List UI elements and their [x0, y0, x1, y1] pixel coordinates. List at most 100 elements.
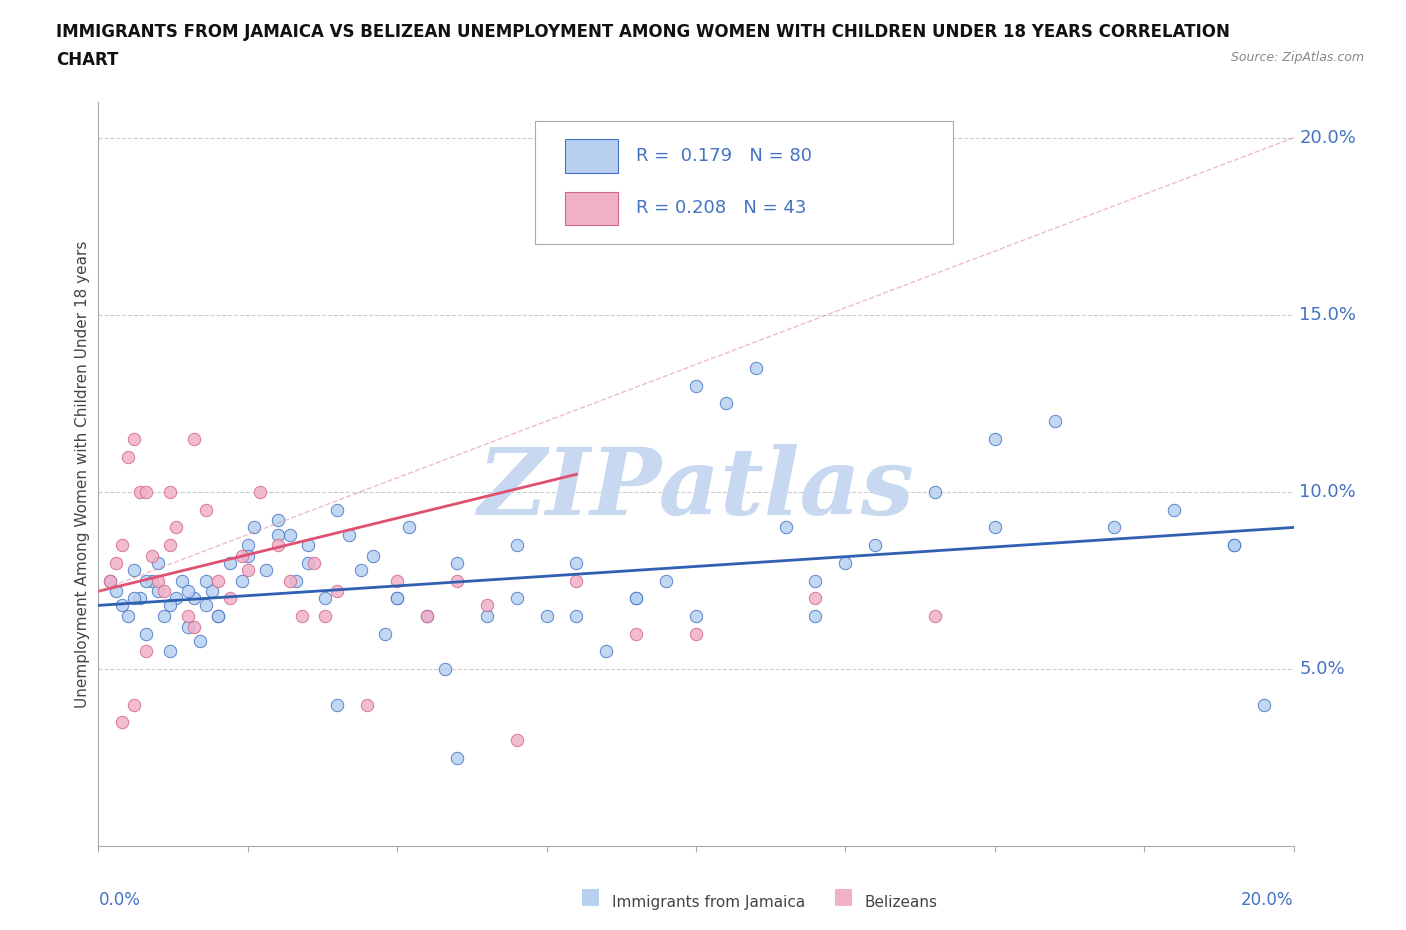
Point — [98, 573, 122, 588]
Point — [506, 538, 529, 552]
Point — [775, 520, 797, 535]
Point — [124, 563, 146, 578]
Point — [924, 608, 946, 623]
Point — [111, 715, 134, 730]
Point — [385, 573, 409, 588]
Point — [284, 573, 307, 588]
Point — [315, 591, 337, 605]
Point — [326, 584, 349, 599]
Point — [1163, 502, 1185, 517]
Point — [201, 584, 224, 599]
Point — [685, 608, 707, 623]
Point — [219, 555, 242, 570]
Point — [315, 608, 337, 623]
Point — [98, 573, 122, 588]
Point — [834, 555, 856, 570]
Point — [984, 520, 1007, 535]
Point — [159, 485, 181, 499]
Y-axis label: Unemployment Among Women with Children Under 18 years: Unemployment Among Women with Children U… — [75, 241, 90, 708]
Point — [207, 573, 229, 588]
Point — [267, 538, 290, 552]
Point — [475, 608, 498, 623]
Point — [565, 573, 588, 588]
Text: Belizeans: Belizeans — [865, 895, 938, 910]
Point — [924, 485, 946, 499]
Point — [626, 591, 648, 605]
Point — [177, 584, 200, 599]
Point — [536, 166, 558, 180]
Point — [1223, 538, 1246, 552]
Bar — [565, 140, 619, 173]
Point — [124, 698, 146, 712]
Point — [356, 698, 378, 712]
Point — [565, 608, 588, 623]
Text: 10.0%: 10.0% — [1299, 483, 1357, 501]
Point — [124, 591, 146, 605]
Point — [236, 563, 259, 578]
Point — [350, 563, 373, 578]
Point — [105, 555, 128, 570]
Point — [153, 584, 176, 599]
Point — [297, 555, 319, 570]
Point — [183, 432, 205, 446]
Point — [446, 573, 468, 588]
Point — [1043, 414, 1066, 429]
Text: IMMIGRANTS FROM JAMAICA VS BELIZEAN UNEMPLOYMENT AMONG WOMEN WITH CHILDREN UNDER: IMMIGRANTS FROM JAMAICA VS BELIZEAN UNEM… — [56, 23, 1230, 41]
Point — [302, 555, 325, 570]
Point — [243, 520, 266, 535]
Point — [195, 598, 218, 613]
Point — [595, 644, 617, 658]
Point — [984, 432, 1007, 446]
Point — [416, 608, 439, 623]
Text: 15.0%: 15.0% — [1299, 306, 1357, 324]
Point — [506, 591, 529, 605]
Point — [105, 584, 128, 599]
Text: Source: ZipAtlas.com: Source: ZipAtlas.com — [1230, 51, 1364, 64]
Point — [207, 608, 229, 623]
Point — [219, 591, 242, 605]
Point — [278, 527, 301, 542]
Point — [117, 449, 139, 464]
Point — [326, 502, 349, 517]
Point — [685, 626, 707, 641]
Point — [254, 563, 277, 578]
Point — [475, 598, 498, 613]
Point — [148, 555, 170, 570]
Text: R = 0.208   N = 43: R = 0.208 N = 43 — [637, 199, 807, 217]
Text: CHART: CHART — [56, 51, 118, 69]
Point — [148, 573, 170, 588]
Point — [1253, 698, 1275, 712]
Text: R =  0.179   N = 80: R = 0.179 N = 80 — [637, 147, 813, 165]
Text: 20.0%: 20.0% — [1299, 128, 1357, 147]
Point — [385, 591, 409, 605]
Point — [536, 608, 558, 623]
Point — [111, 538, 134, 552]
Point — [165, 520, 187, 535]
Point — [172, 573, 194, 588]
FancyBboxPatch shape — [534, 121, 953, 244]
Point — [141, 573, 163, 588]
Point — [177, 608, 200, 623]
Point — [141, 549, 163, 564]
Point — [278, 573, 301, 588]
Text: 0.0%: 0.0% — [98, 891, 141, 909]
Point — [416, 608, 439, 623]
Point — [135, 626, 157, 641]
Point — [231, 573, 253, 588]
Text: ■: ■ — [834, 886, 853, 906]
Point — [129, 591, 152, 605]
Point — [363, 549, 385, 564]
Text: ZIPatlas: ZIPatlas — [478, 445, 914, 534]
Point — [195, 573, 218, 588]
Point — [236, 538, 259, 552]
Point — [1223, 538, 1246, 552]
Point — [188, 633, 211, 648]
Point — [148, 584, 170, 599]
Point — [117, 608, 139, 623]
Point — [267, 513, 290, 528]
Point — [135, 485, 157, 499]
Point — [231, 549, 253, 564]
Point — [655, 573, 678, 588]
Point — [297, 538, 319, 552]
Point — [626, 591, 648, 605]
